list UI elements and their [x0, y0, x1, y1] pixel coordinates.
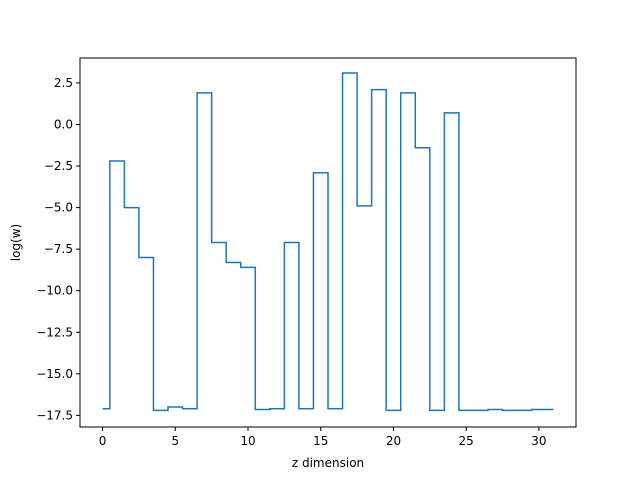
y-tick-label: −2.5: [44, 159, 73, 173]
x-tick-label: 15: [313, 434, 328, 448]
y-tick-label: 0.0: [54, 117, 73, 131]
y-tick-label: 2.5: [54, 76, 73, 90]
y-tick-label: −7.5: [44, 242, 73, 256]
y-tick-label: −17.5: [36, 408, 73, 422]
y-tick-label: −15.0: [36, 367, 73, 381]
x-tick-label: 25: [459, 434, 474, 448]
series-line-0: [103, 73, 554, 410]
y-tick-label: −10.0: [36, 284, 73, 298]
x-axis-ticks: 0 5 10 15 20 25 30: [99, 427, 547, 448]
x-axis-label: z dimension: [292, 456, 364, 470]
x-tick-label: 5: [171, 434, 179, 448]
x-tick-label: 20: [386, 434, 401, 448]
x-tick-label: 10: [240, 434, 255, 448]
y-axis-ticks: −17.5 −15.0 −12.5 −10.0 −7.5 −5.0 −2.5 0.0 2.5: [36, 76, 80, 422]
series-layer: [103, 73, 554, 410]
y-tick-label: −5.0: [44, 201, 73, 215]
y-tick-label: −12.5: [36, 325, 73, 339]
x-tick-label: 0: [99, 434, 107, 448]
y-axis-label: log(w): [9, 224, 23, 261]
x-tick-label: 30: [531, 434, 546, 448]
